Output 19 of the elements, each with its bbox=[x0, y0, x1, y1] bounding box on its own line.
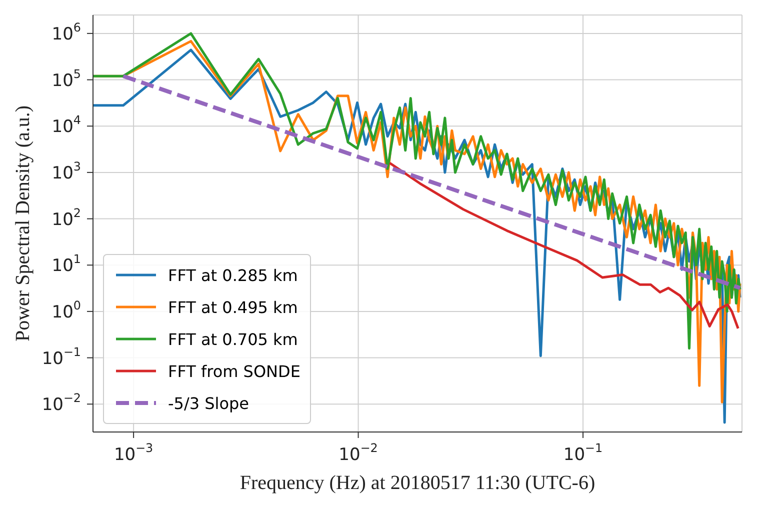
y-tick-label: 10$^{−1}$ bbox=[42, 344, 81, 369]
legend-label: -5/3 Slope bbox=[168, 394, 249, 412]
x-tick-label: 10$^{−2}$ bbox=[338, 441, 378, 465]
y-tick-label: 10$^{−2}$ bbox=[42, 391, 81, 416]
legend-label: FFT at 0.705 km bbox=[168, 330, 298, 348]
y-tick-label: 10$^{5}$ bbox=[52, 66, 81, 91]
x-axis-title: Frequency (Hz) at 20180517 11:30 (UTC-6) bbox=[240, 472, 596, 494]
y-tick-label: 10$^{2}$ bbox=[52, 206, 81, 230]
x-tick-label: 10$^{−1}$ bbox=[563, 441, 603, 465]
legend-label: FFT from SONDE bbox=[168, 362, 300, 380]
y-tick-label: 10$^{6}$ bbox=[52, 20, 81, 44]
y-tick-label: 10$^{0}$ bbox=[52, 298, 81, 322]
y-axis-title: Power Spectral Density (a.u.) bbox=[12, 105, 34, 342]
y-tick-label: 10$^{1}$ bbox=[52, 252, 81, 276]
legend-label: FFT at 0.495 km bbox=[168, 298, 298, 316]
y-tick-label: 10$^{4}$ bbox=[52, 113, 81, 138]
legend-label: FFT at 0.285 km bbox=[168, 266, 298, 284]
y-tick-label: 10$^{3}$ bbox=[52, 159, 81, 184]
x-tick-label: 10$^{−3}$ bbox=[114, 441, 154, 465]
